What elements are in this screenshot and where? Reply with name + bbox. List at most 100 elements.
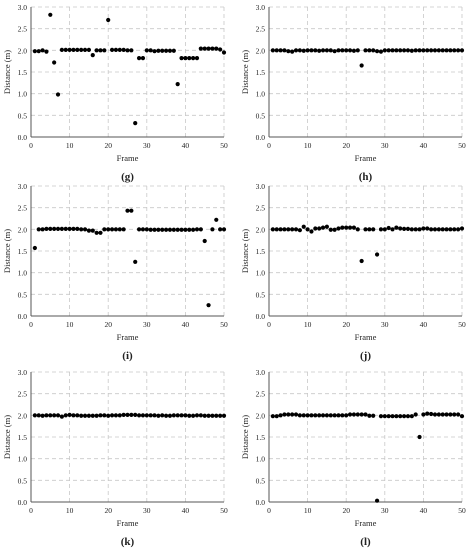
y-tick-label: 3.0 — [18, 368, 28, 377]
data-point — [136, 56, 142, 61]
data-point — [59, 226, 64, 231]
data-point — [198, 227, 203, 232]
data-point — [140, 413, 146, 418]
data-point — [183, 227, 188, 232]
data-point — [55, 413, 61, 418]
data-point — [459, 226, 465, 231]
data-point — [167, 48, 173, 53]
data-point — [171, 227, 176, 232]
data-point — [218, 227, 223, 232]
data-point — [187, 56, 192, 61]
chart-panel: 0.0 0.5 1.0 1.5 2.0 2.5 3.0 0 10 20 30 40 50 Frame Dis… — [2, 368, 228, 548]
chart-panel: 0.0 0.5 1.0 1.5 2.0 2.5 3.0 0 10 20 30 40 50 Frame Dis… — [2, 3, 228, 183]
data-point — [274, 227, 279, 232]
data-point — [371, 227, 376, 232]
data-point — [214, 413, 219, 418]
data-point — [156, 48, 161, 53]
x-tick-label: 0 — [267, 506, 271, 515]
data-point — [332, 227, 337, 232]
data-point — [305, 48, 310, 53]
data-point — [179, 413, 184, 418]
data-point — [36, 49, 41, 54]
data-point — [328, 48, 333, 53]
data-point — [52, 60, 57, 65]
data-point — [282, 48, 287, 53]
x-tick-label: 40 — [420, 320, 428, 329]
data-point — [320, 225, 326, 230]
data-point — [102, 413, 107, 418]
data-point — [202, 413, 207, 418]
data-point — [75, 226, 80, 231]
data-point — [63, 47, 68, 53]
data-point — [183, 413, 188, 418]
data-point — [206, 303, 211, 308]
data-point — [44, 226, 49, 231]
data-point — [459, 414, 465, 419]
data-point — [160, 227, 165, 232]
data-point — [290, 49, 295, 54]
y-tick-label: 2.0 — [256, 225, 266, 234]
data-point — [317, 48, 322, 53]
data-point — [160, 413, 165, 418]
data-point — [402, 414, 407, 419]
data-point — [301, 224, 306, 229]
data-point — [86, 47, 91, 53]
panel-label: (g) — [121, 171, 134, 183]
data-point — [297, 228, 302, 233]
data-point — [148, 413, 153, 418]
data-point — [144, 227, 149, 232]
data-point — [374, 252, 380, 257]
data-point — [371, 48, 376, 53]
data-point — [394, 225, 399, 230]
data-point — [444, 227, 449, 232]
data-point — [82, 227, 88, 232]
panel-label: (i) — [122, 350, 133, 362]
data-point — [129, 48, 134, 53]
data-point — [82, 413, 88, 418]
data-point — [317, 413, 322, 418]
data-point — [133, 121, 138, 126]
data-point — [367, 413, 372, 418]
data-point — [221, 413, 227, 418]
data-point — [194, 413, 200, 418]
x-tick-label: 40 — [182, 506, 190, 515]
y-axis-title: Distance (m) — [240, 50, 250, 94]
data-point — [106, 413, 111, 418]
data-point — [417, 227, 422, 232]
data-point — [421, 412, 426, 417]
data-point — [359, 258, 364, 264]
data-point — [336, 413, 341, 418]
data-point — [421, 226, 426, 231]
data-point — [86, 228, 91, 233]
data-point — [293, 412, 299, 417]
x-tick-label: 50 — [220, 141, 228, 150]
y-tick-label: 2.0 — [256, 411, 266, 420]
data-point — [194, 227, 200, 232]
y-axis-title: Distance (m) — [240, 229, 250, 273]
data-point — [432, 48, 438, 53]
data-point — [179, 56, 184, 61]
y-tick-label: 1.0 — [256, 269, 266, 278]
x-tick-label: 30 — [381, 141, 389, 150]
data-point — [44, 413, 49, 418]
x-axis-title: Frame — [355, 332, 377, 342]
data-point — [448, 48, 453, 53]
data-point — [270, 414, 275, 419]
data-point — [328, 227, 333, 232]
y-tick-label: 2.5 — [18, 204, 28, 213]
data-point — [148, 227, 153, 232]
data-point — [214, 217, 219, 222]
data-point — [378, 227, 384, 232]
data-point — [301, 48, 306, 53]
data-point — [363, 412, 368, 417]
chart-panel: 0.0 0.5 1.0 1.5 2.0 2.5 3.0 0 10 20 30 40 50 Frame Dis… — [240, 368, 466, 548]
data-point — [90, 53, 95, 58]
data-point — [175, 82, 180, 87]
data-point — [382, 227, 387, 232]
data-point — [452, 48, 457, 53]
data-point — [79, 413, 84, 418]
data-point — [425, 411, 430, 416]
data-point — [63, 413, 68, 418]
data-point — [32, 245, 37, 251]
data-point — [210, 46, 215, 51]
